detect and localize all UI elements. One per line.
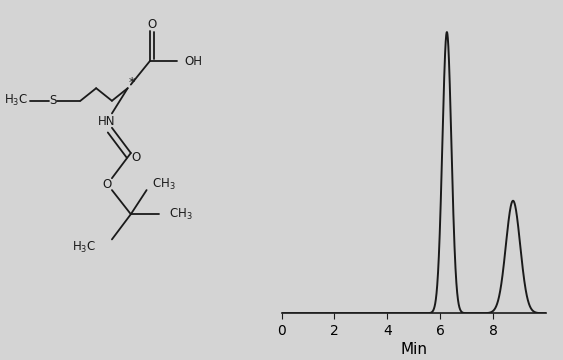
Text: H$_3$C: H$_3$C	[72, 240, 96, 255]
Text: O: O	[148, 18, 157, 31]
Text: *: *	[129, 76, 135, 89]
Text: S: S	[50, 94, 57, 107]
Text: H$_3$C: H$_3$C	[5, 93, 28, 108]
Text: O: O	[102, 178, 111, 191]
X-axis label: Min: Min	[400, 342, 427, 357]
Text: HN: HN	[98, 115, 115, 128]
Text: OH: OH	[185, 55, 203, 68]
Text: O: O	[131, 151, 140, 164]
Text: CH$_3$: CH$_3$	[169, 207, 193, 222]
Text: CH$_3$: CH$_3$	[152, 177, 176, 192]
